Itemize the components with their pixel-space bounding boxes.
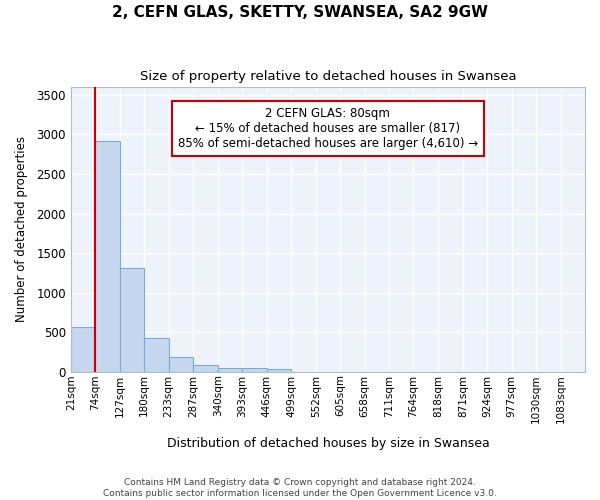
Title: Size of property relative to detached houses in Swansea: Size of property relative to detached ho… — [140, 70, 516, 83]
Bar — [144, 338, 169, 372]
Bar — [120, 268, 144, 372]
Text: 2 CEFN GLAS: 80sqm
← 15% of detached houses are smaller (817)
85% of semi-detach: 2 CEFN GLAS: 80sqm ← 15% of detached hou… — [178, 107, 478, 150]
Bar — [242, 368, 267, 372]
Bar — [71, 326, 95, 372]
Text: Contains HM Land Registry data © Crown copyright and database right 2024.
Contai: Contains HM Land Registry data © Crown c… — [103, 478, 497, 498]
Bar — [193, 365, 218, 372]
Bar — [95, 140, 120, 372]
Bar — [267, 369, 291, 372]
Y-axis label: Number of detached properties: Number of detached properties — [15, 136, 28, 322]
Text: 2, CEFN GLAS, SKETTY, SWANSEA, SA2 9GW: 2, CEFN GLAS, SKETTY, SWANSEA, SA2 9GW — [112, 5, 488, 20]
X-axis label: Distribution of detached houses by size in Swansea: Distribution of detached houses by size … — [167, 437, 489, 450]
Bar — [169, 357, 193, 372]
Bar — [218, 368, 242, 372]
